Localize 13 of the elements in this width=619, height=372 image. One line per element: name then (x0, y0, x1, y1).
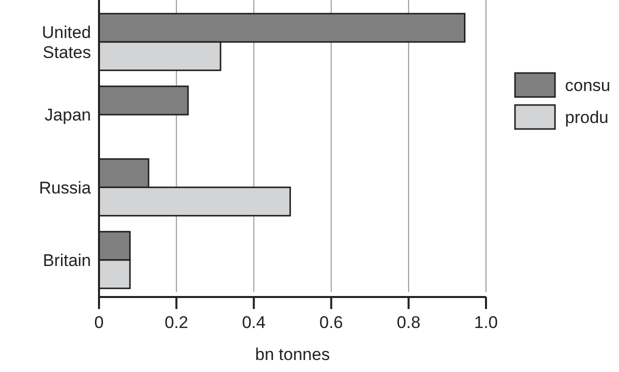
x-tick-label: 0.2 (164, 313, 188, 332)
x-tick-label: 0.4 (242, 313, 266, 332)
x-tick-label: 0.6 (319, 313, 344, 332)
y-tick-label: Britain (42, 251, 91, 270)
x-tick-label: 0 (94, 313, 104, 332)
legend-label: produ (565, 108, 608, 127)
y-tick-label: Russia (39, 178, 92, 198)
x-axis-title: bn tonnes (255, 345, 330, 364)
x-tick-label: 1.0 (474, 313, 498, 332)
y-tick-label: United States (42, 22, 91, 62)
y-tick-label: Japan (44, 106, 91, 125)
x-tick-label: 0.8 (396, 313, 420, 332)
legend-label: consu (565, 76, 610, 95)
